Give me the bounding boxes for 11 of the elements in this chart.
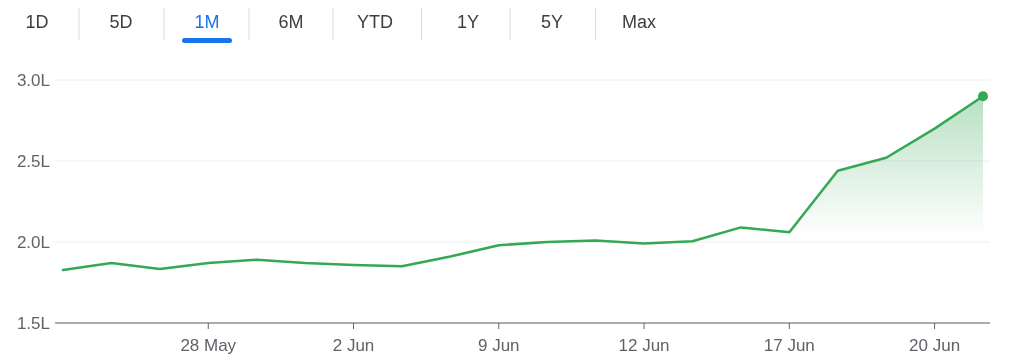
x-tick-label: 20 Jun [909,336,961,355]
x-tick-label: 28 May [180,336,237,355]
y-tick-label: 2.5L [16,152,50,171]
x-tick-label: 2 Jun [332,336,375,355]
y-tick-label: 1.5L [16,314,50,333]
y-tick-label: 2.0L [16,233,50,252]
range-tabs: 1D 5D 1M 6M YTD 1Y 5Y Max [25,7,656,43]
x-tick-label: 17 Jun [763,336,815,355]
y-tick-label: 3.0L [16,71,50,90]
x-tick-label: 9 Jun [477,336,520,355]
x-tick-label: 12 Jun [618,336,670,355]
